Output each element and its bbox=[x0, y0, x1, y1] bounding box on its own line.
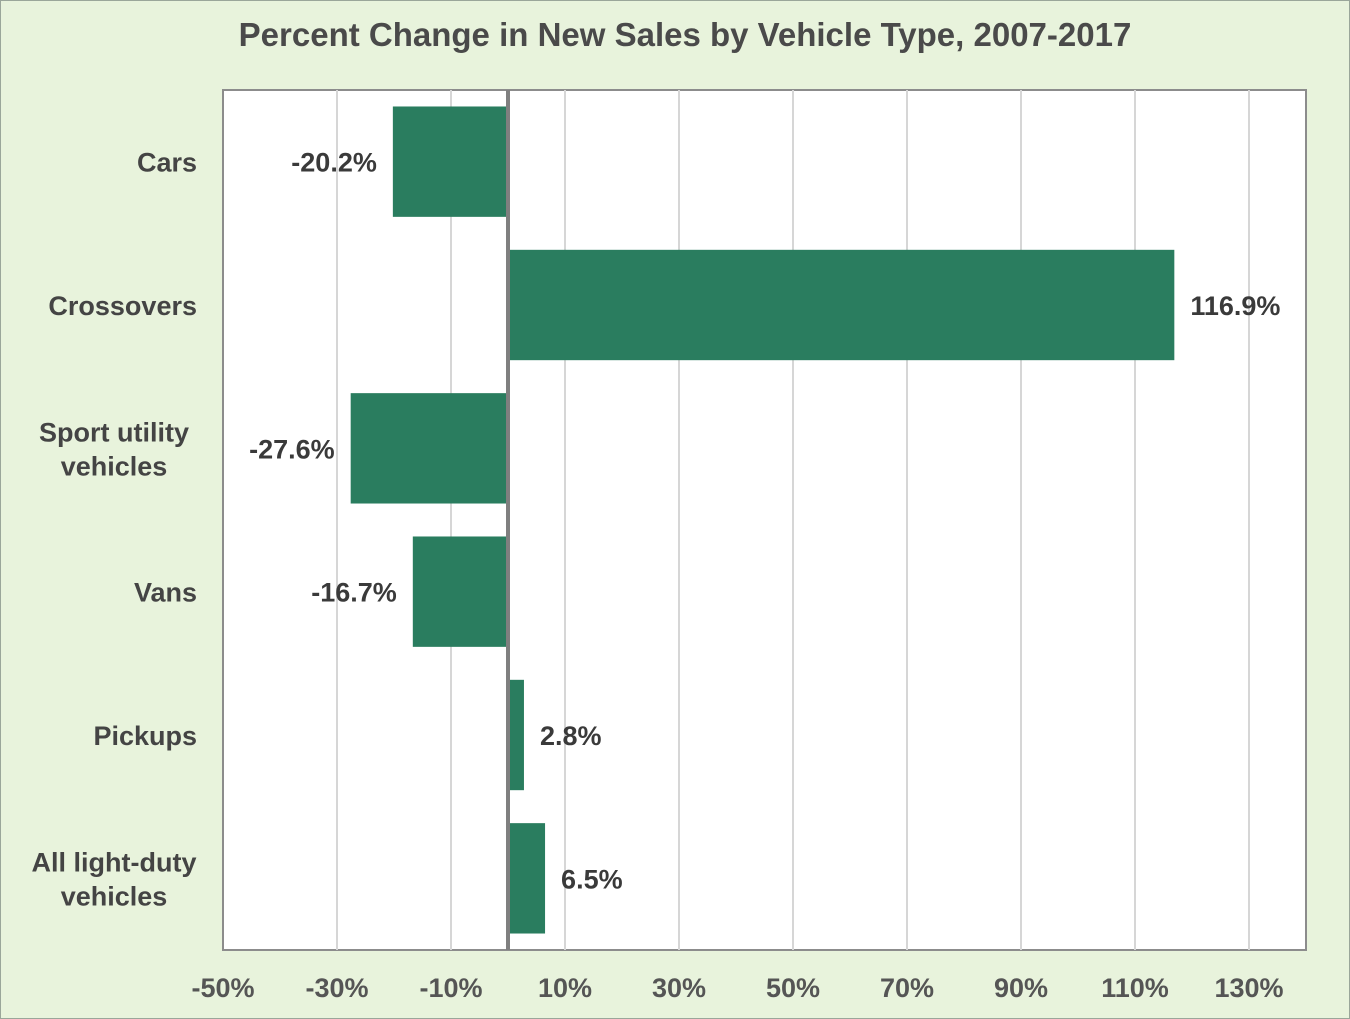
x-tick-label: 110% bbox=[1101, 973, 1169, 1003]
data-label: -27.6% bbox=[249, 434, 335, 464]
x-tick-label: -10% bbox=[419, 973, 482, 1003]
x-axis-ticks: -50% -30% -10% 10% 30% 50% 70% 90% 110% 130% bbox=[191, 973, 1283, 1003]
bar bbox=[412, 536, 508, 647]
category-labels: Cars Crossovers Sport utility vehicles Vans P… bbox=[32, 148, 197, 912]
category-label: Pickups bbox=[93, 721, 197, 751]
data-label: -16.7% bbox=[311, 578, 397, 608]
bar bbox=[508, 823, 546, 934]
plot-area bbox=[222, 89, 1307, 951]
bar bbox=[350, 393, 508, 504]
bar bbox=[392, 106, 508, 217]
chart-title: Percent Change in New Sales by Vehicle T… bbox=[238, 16, 1132, 53]
x-tick-label: 10% bbox=[538, 973, 592, 1003]
x-tick-label: -50% bbox=[191, 973, 254, 1003]
x-tick-label: 50% bbox=[766, 973, 820, 1003]
x-tick-label: -30% bbox=[305, 973, 368, 1003]
bar bbox=[508, 679, 524, 791]
data-label: 6.5% bbox=[561, 864, 623, 894]
x-tick-label: 30% bbox=[652, 973, 706, 1003]
bars bbox=[350, 106, 1175, 934]
x-tick-label: 70% bbox=[880, 973, 934, 1003]
category-label: Sport utility vehicles bbox=[39, 417, 189, 481]
data-label: -20.2% bbox=[291, 148, 377, 178]
category-label: Cars bbox=[137, 148, 197, 178]
data-label: 116.9% bbox=[1190, 291, 1280, 321]
category-label: All light-duty vehicles bbox=[32, 847, 197, 911]
value-labels: -20.2% 116.9% -27.6% -16.7% 2.8% 6.5% bbox=[249, 148, 1280, 895]
bar bbox=[508, 249, 1175, 361]
x-tick-label: 90% bbox=[994, 973, 1048, 1003]
category-label: Vans bbox=[134, 578, 197, 608]
data-label: 2.8% bbox=[540, 721, 602, 751]
category-label: Crossovers bbox=[48, 291, 197, 321]
gridlines bbox=[336, 90, 1250, 950]
x-tick-label: 130% bbox=[1214, 973, 1283, 1003]
